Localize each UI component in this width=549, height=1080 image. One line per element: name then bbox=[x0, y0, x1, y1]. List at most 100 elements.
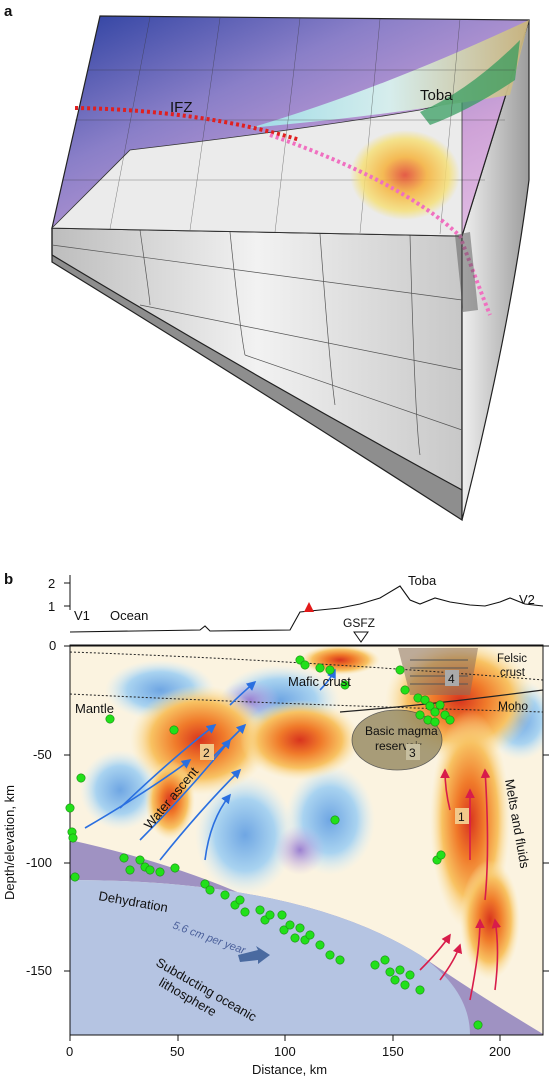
y-tick-100: -100 bbox=[26, 855, 52, 870]
toba-label-b: Toba bbox=[408, 573, 437, 588]
earthquake-point bbox=[330, 815, 340, 825]
map-anomaly bbox=[350, 130, 460, 220]
earthquake-point bbox=[430, 707, 440, 717]
earthquake-point bbox=[169, 725, 179, 735]
front-face-grid bbox=[51, 229, 463, 456]
felsic-label: Felsic bbox=[497, 653, 527, 665]
earthquake-point bbox=[425, 701, 435, 711]
moho-line bbox=[70, 693, 543, 713]
crust-label: crust bbox=[500, 667, 526, 679]
trench-dotted-line bbox=[269, 133, 492, 316]
earthquake-point bbox=[235, 895, 245, 905]
earthquake-point bbox=[415, 985, 425, 995]
elev-tick-1: 1 bbox=[48, 599, 55, 614]
gsfz-marker bbox=[353, 631, 369, 643]
toba-label-a: Toba bbox=[420, 87, 453, 104]
zone-1: 1 bbox=[458, 810, 465, 824]
ifz-fault-line bbox=[74, 106, 301, 142]
earthquake-point bbox=[395, 665, 405, 675]
earthquake-point bbox=[385, 967, 395, 977]
x-tick-0: 0 bbox=[66, 1044, 73, 1059]
water-ascent-arrows bbox=[84, 668, 336, 861]
cutaway-slot bbox=[455, 232, 478, 312]
panel-b: b 2 1 V1 Ocean Toba V2 GSFZ bbox=[2, 571, 549, 1077]
x-tick-200: 200 bbox=[489, 1044, 511, 1059]
earthquake-point bbox=[335, 955, 345, 965]
earthquake-point bbox=[155, 867, 165, 877]
map-green-patches bbox=[420, 40, 520, 125]
earthquake-point bbox=[436, 850, 446, 860]
earthquake-point bbox=[65, 803, 75, 813]
ocean-label: Ocean bbox=[110, 608, 148, 623]
earthquake-point bbox=[135, 855, 145, 865]
earthquake-point bbox=[473, 1020, 483, 1030]
earthquake-point bbox=[240, 907, 250, 917]
earthquake-point bbox=[285, 920, 295, 930]
earthquake-point bbox=[279, 925, 289, 935]
x-tick-50: 50 bbox=[170, 1044, 184, 1059]
earthquake-point bbox=[145, 865, 155, 875]
ifz-label: IFZ bbox=[170, 99, 193, 116]
earthquake-point bbox=[395, 965, 405, 975]
earthquake-point bbox=[370, 960, 380, 970]
earthquake-point bbox=[340, 680, 350, 690]
earthquake-point bbox=[325, 665, 335, 675]
earthquake-point bbox=[380, 955, 390, 965]
earthquake-point bbox=[70, 872, 80, 882]
elev-tick-2: 2 bbox=[48, 576, 55, 591]
panel-a: a bbox=[4, 3, 530, 522]
panel-b-label: b bbox=[4, 571, 13, 588]
seismicity-points bbox=[65, 655, 483, 1030]
earthquake-point bbox=[400, 980, 410, 990]
earthquake-point bbox=[315, 940, 325, 950]
zone-number-badges: 1 2 3 4 bbox=[200, 670, 469, 824]
earthquake-point bbox=[445, 715, 455, 725]
v2-label: V2 bbox=[519, 592, 535, 607]
earthquake-point bbox=[390, 975, 400, 985]
earthquake-point bbox=[170, 863, 180, 873]
earthquake-point bbox=[255, 905, 265, 915]
basic-magma-label: Basic magma bbox=[365, 724, 438, 738]
earthquake-point bbox=[405, 970, 415, 980]
x-tick-100: 100 bbox=[274, 1044, 296, 1059]
earthquake-point bbox=[119, 853, 129, 863]
earthquake-point bbox=[220, 890, 230, 900]
moho-solid bbox=[339, 689, 543, 713]
map-land-cutout bbox=[51, 99, 463, 237]
earthquake-point bbox=[200, 879, 210, 889]
earthquake-point bbox=[415, 710, 425, 720]
v1-label: V1 bbox=[74, 608, 90, 623]
y-axis bbox=[64, 645, 549, 972]
y-axis-label: Depth/elevation, km bbox=[2, 785, 17, 900]
x-tick-150: 150 bbox=[382, 1044, 404, 1059]
earthquake-point bbox=[300, 660, 310, 670]
earthquake-point bbox=[295, 923, 305, 933]
earthquake-point bbox=[325, 950, 335, 960]
plate-motion-arrow bbox=[238, 946, 270, 964]
earthquake-point bbox=[265, 910, 275, 920]
x-axis-label: Distance, km bbox=[252, 1062, 327, 1077]
earthquake-point bbox=[68, 833, 78, 843]
mantle-label: Mantle bbox=[75, 701, 114, 716]
cross-section-field bbox=[70, 645, 543, 1035]
zone-4: 4 bbox=[448, 672, 455, 686]
zone-2: 2 bbox=[203, 746, 210, 760]
zone-3: 3 bbox=[409, 746, 416, 760]
earthquake-point bbox=[435, 700, 445, 710]
earthquake-point bbox=[76, 773, 86, 783]
earthquake-point bbox=[205, 885, 215, 895]
y-tick-150: -150 bbox=[26, 963, 52, 978]
earthquake-point bbox=[305, 930, 315, 940]
earthquake-point bbox=[125, 865, 135, 875]
earthquake-point bbox=[277, 910, 287, 920]
block-side-face bbox=[461, 19, 530, 521]
x-axis bbox=[69, 1035, 501, 1041]
mafic-crust-label: Mafic crust bbox=[288, 674, 351, 689]
y-tick-50: -50 bbox=[33, 747, 52, 762]
earthquake-point bbox=[430, 717, 440, 727]
melt-ascent-arrows bbox=[419, 768, 502, 1001]
earthquake-point bbox=[420, 695, 430, 705]
elevation-profile: 2 1 V1 Ocean Toba V2 GSFZ bbox=[48, 573, 544, 643]
earthquake-point bbox=[290, 933, 300, 943]
